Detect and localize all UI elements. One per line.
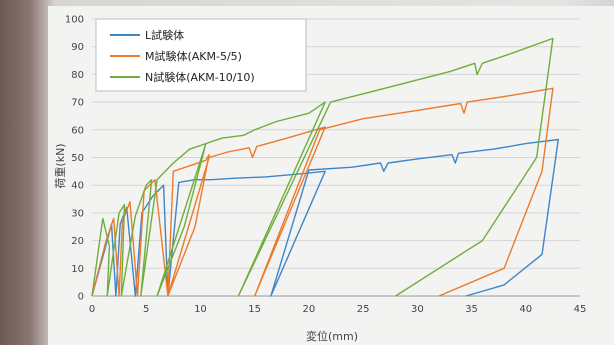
y-tick-label: 80 xyxy=(71,70,84,81)
x-tick-label: 40 xyxy=(519,304,532,315)
legend-label-L: L試験体 xyxy=(145,28,184,42)
x-tick-label: 45 xyxy=(574,304,587,315)
y-tick-label: 30 xyxy=(71,208,84,219)
x-tick-label: 25 xyxy=(357,304,370,315)
y-tick-label: 100 xyxy=(65,15,84,26)
axis-layer: 0 10 20 30 40 50 60 70 80 90 100 0 5 10 15 20 25 30 35 40 45 xyxy=(65,15,586,316)
x-tick-label: 30 xyxy=(411,304,424,315)
x-tick-label: 10 xyxy=(194,304,207,315)
x-tick-label: 15 xyxy=(248,304,261,315)
legend: L試験体 M試験体(AKM-5/5) N試験体(AKM-10/10) xyxy=(95,18,307,92)
x-tick-label: 5 xyxy=(143,304,149,315)
y-tick-label: 90 xyxy=(71,42,84,53)
legend-label-N: N試験体(AKM-10/10) xyxy=(145,70,255,84)
x-tick-label: 0 xyxy=(89,304,95,315)
x-tick-label: 35 xyxy=(465,304,478,315)
y-tick-label: 0 xyxy=(78,292,84,303)
series-layer xyxy=(91,37,559,297)
load-displacement-chart: 0 10 20 30 40 50 60 70 80 90 100 0 5 10 15 20 25 30 35 40 45… xyxy=(53,15,586,344)
y-axis-title: 荷重(kN) xyxy=(53,143,67,188)
y-tick-label: 50 xyxy=(71,153,84,164)
chart-card: 0 10 20 30 40 50 60 70 80 90 100 0 5 10 15 20 25 30 35 40 45… xyxy=(48,6,614,345)
y-tick-label: 10 xyxy=(71,264,84,275)
series-line-L xyxy=(91,138,559,297)
y-tick-label: 20 xyxy=(71,236,84,247)
series-line-M xyxy=(91,87,554,297)
series-line-N xyxy=(91,37,554,297)
y-tick-label: 40 xyxy=(71,181,84,192)
legend-label-M: M試験体(AKM-5/5) xyxy=(145,49,242,63)
x-axis-title: 変位(mm) xyxy=(306,329,358,343)
x-tick-label: 20 xyxy=(303,304,316,315)
y-tick-label: 70 xyxy=(71,98,84,109)
y-tick-label: 60 xyxy=(71,125,84,136)
